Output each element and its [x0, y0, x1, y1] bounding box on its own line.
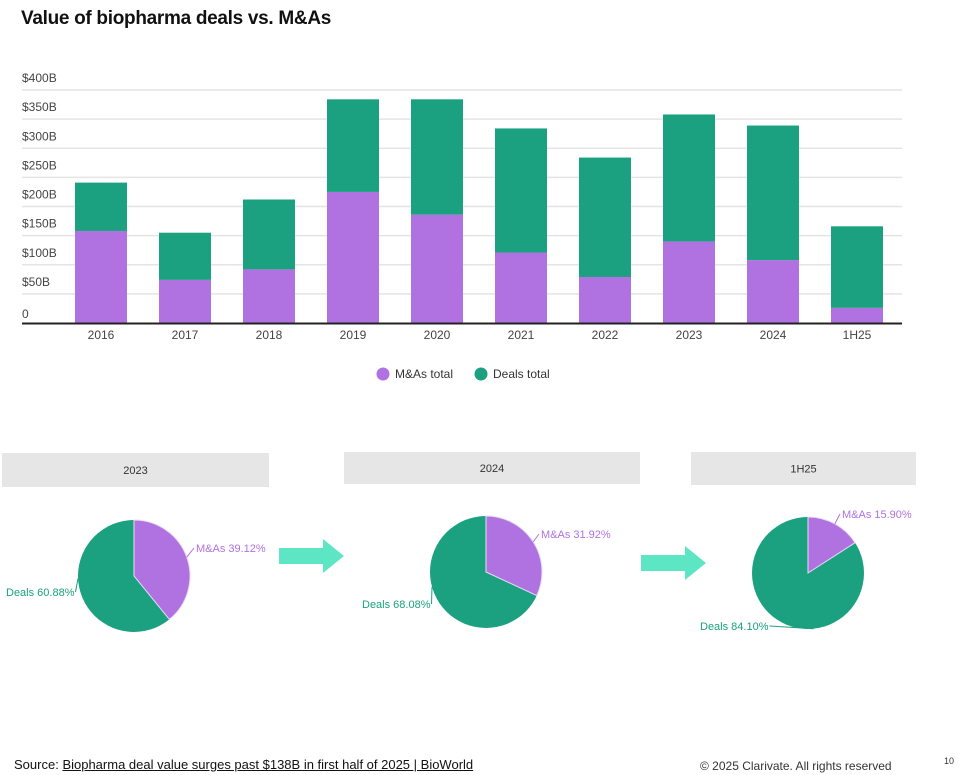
- y-tick-label: $400B: [22, 71, 57, 85]
- bar-deals: [663, 114, 715, 242]
- legend-deals-swatch: [474, 367, 488, 381]
- x-tick-label: 2024: [760, 328, 787, 342]
- bar-deals: [831, 226, 883, 308]
- x-tick-label: 2022: [592, 328, 619, 342]
- copyright: © 2025 Clarivate. All rights reserved: [700, 759, 892, 773]
- y-tick-label: $200B: [22, 188, 57, 202]
- x-tick-label: 2021: [508, 328, 535, 342]
- bar-deals: [159, 232, 211, 280]
- bar-mna: [579, 276, 631, 323]
- bar-mna: [159, 279, 211, 323]
- x-tick-label: 2019: [340, 328, 367, 342]
- pie-label-deals: Deals 60.88%: [6, 587, 75, 599]
- bar-mna: [747, 260, 799, 323]
- legend-label: Deals total: [493, 367, 550, 381]
- x-tick-label: 2023: [676, 328, 703, 342]
- pie-header-label: 2023: [123, 465, 147, 477]
- bar-mna: [495, 252, 547, 323]
- y-tick-label: $50B: [22, 275, 50, 289]
- x-tick-label: 2020: [424, 328, 451, 342]
- right-arrow-icon: [641, 546, 706, 580]
- bar-deals: [243, 199, 295, 270]
- pie-label-mna: M&As 39.12%: [196, 543, 266, 555]
- chart-title: Value of biopharma deals vs. M&As: [21, 8, 332, 29]
- legend-mna-swatch: [376, 367, 390, 381]
- bar-mna: [75, 230, 127, 323]
- y-tick-label: 0: [22, 307, 29, 321]
- y-tick-label: $350B: [22, 100, 57, 114]
- pie-leader-deals: [75, 578, 79, 593]
- source-link[interactable]: Biopharma deal value surges past $138B i…: [62, 757, 474, 772]
- bar-mna: [327, 191, 379, 323]
- source-line: Source: Biopharma deal value surges past…: [14, 757, 473, 772]
- x-tick-label: 1H25: [843, 328, 872, 342]
- x-tick-label: 2017: [172, 328, 199, 342]
- pie-header: [2, 453, 269, 487]
- bar-deals: [411, 99, 463, 215]
- pie-label-mna: M&As 31.92%: [541, 529, 611, 541]
- bar-deals: [75, 182, 127, 231]
- y-tick-label: $150B: [22, 217, 57, 231]
- x-tick-label: 2016: [88, 328, 115, 342]
- bar-deals: [495, 128, 547, 253]
- pie-leader-mna: [532, 533, 540, 543]
- pie-header: [344, 452, 640, 484]
- x-tick-label: 2018: [256, 328, 283, 342]
- pie-header-label: 1H25: [790, 464, 816, 476]
- legend-label: M&As total: [395, 367, 453, 381]
- bar-deals: [579, 157, 631, 277]
- pie-leader-mna: [834, 513, 841, 525]
- pie-header-label: 2024: [480, 463, 504, 475]
- pie-slice-mna: [485, 515, 543, 597]
- bar-mna: [663, 241, 715, 323]
- pie-label-deals: Deals 68.08%: [362, 599, 431, 611]
- pie-leader-mna: [186, 547, 195, 558]
- pie-slice-mna: [807, 516, 856, 574]
- y-tick-label: $300B: [22, 129, 57, 143]
- bar-mna: [411, 214, 463, 323]
- pie-slice-mna: [133, 519, 191, 621]
- pie-label-mna: M&As 15.90%: [842, 509, 912, 521]
- bar-mna: [831, 307, 883, 323]
- page-number: 10: [944, 756, 955, 766]
- y-tick-label: $250B: [22, 158, 57, 172]
- y-tick-label: $100B: [22, 246, 57, 260]
- bar-deals: [747, 125, 799, 261]
- source-label: Source:: [14, 757, 59, 772]
- bar-mna: [243, 269, 295, 323]
- pie-leader-deals: [769, 625, 814, 630]
- pie-header: [691, 452, 916, 485]
- pie-label-deals: Deals 84.10%: [700, 621, 769, 633]
- right-arrow-icon: [279, 539, 344, 573]
- bar-deals: [327, 99, 379, 192]
